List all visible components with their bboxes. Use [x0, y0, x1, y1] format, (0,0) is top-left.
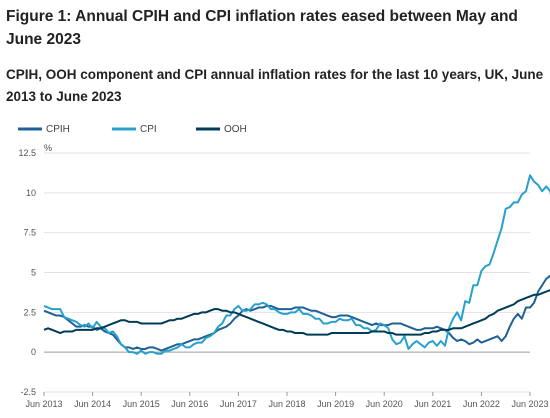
- x-axis: Jun 2013 Jun 2014 Jun 2015 Jun 2016 Jun 2017…: [25, 392, 549, 409]
- legend-label-ooh: OOH: [224, 124, 247, 135]
- y-tick-label-3: 5: [31, 268, 36, 278]
- legend-label-cpi: CPI: [140, 124, 157, 135]
- y-axis-unit: %: [44, 143, 52, 153]
- y-tick-label-0: -2.5: [20, 387, 36, 397]
- series-lines: [43, 174, 550, 355]
- y-tick-label-6: 12.5: [18, 148, 36, 158]
- legend-label-cpih: CPIH: [46, 124, 70, 135]
- x-tick-label-8: Jun 2021: [414, 399, 451, 409]
- x-tick-label-6: Jun 2019: [317, 399, 354, 409]
- legend: CPIH CPI OOH: [18, 124, 247, 135]
- series-line-cpih: [43, 274, 550, 352]
- y-tick-label-5: 10: [26, 188, 36, 198]
- x-tick-label-7: Jun 2020: [366, 399, 403, 409]
- y-tick-label-1: 0: [31, 347, 36, 357]
- x-tick-label-1: Jun 2014: [74, 399, 111, 409]
- gridlines: [44, 152, 530, 393]
- x-tick-label-10: Jun 2023: [511, 399, 548, 409]
- x-tick-label-9: Jun 2022: [463, 399, 500, 409]
- x-tick-label-5: Jun 2018: [268, 399, 305, 409]
- chart-title: Figure 1: Annual CPIH and CPI inflation …: [6, 8, 518, 48]
- series-line-cpi: [43, 174, 550, 355]
- x-tick-label-0: Jun 2013: [25, 399, 62, 409]
- x-tick-label-2: Jun 2015: [123, 399, 160, 409]
- series-line-ooh: [43, 289, 550, 336]
- y-tick-label-2: 2.5: [23, 307, 36, 317]
- chart-subtitle: CPIH, OOH component and CPI annual infla…: [6, 67, 544, 104]
- x-tick-label-4: Jun 2017: [220, 399, 257, 409]
- x-tick-label-3: Jun 2016: [171, 399, 208, 409]
- y-tick-label-4: 7.5: [23, 228, 36, 238]
- y-axis: -2.5 0 2.5 5 7.5 10 12.5: [18, 148, 36, 397]
